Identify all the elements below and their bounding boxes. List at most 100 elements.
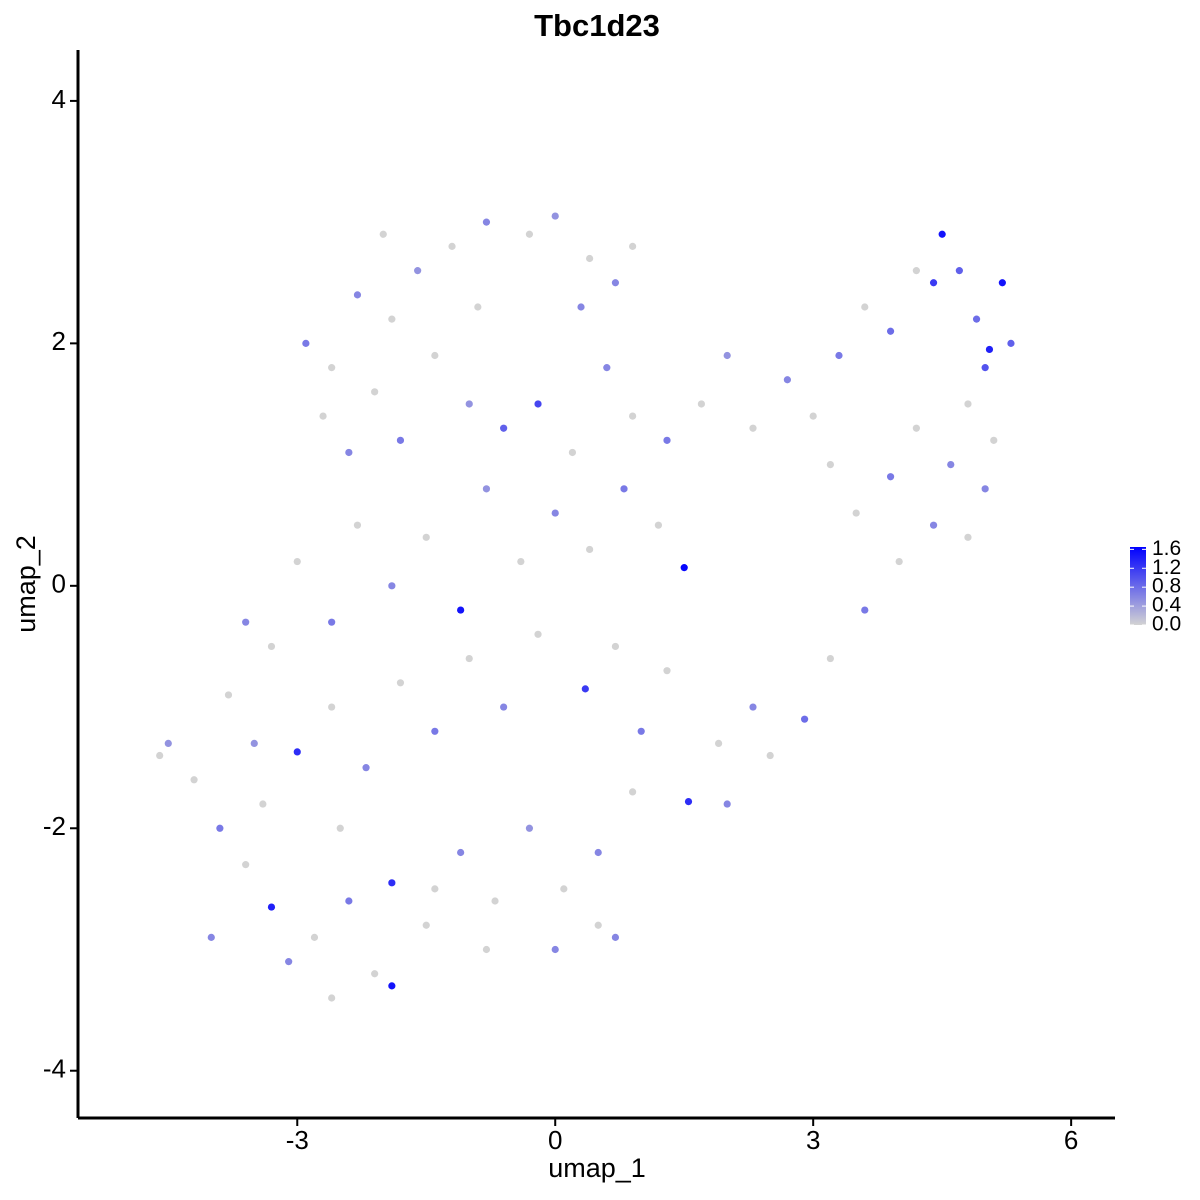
- colorbar: [1130, 547, 1146, 625]
- x-tick-label: 0: [548, 1125, 562, 1155]
- point: [267, 642, 276, 651]
- point: [723, 351, 731, 360]
- point: [663, 436, 671, 444]
- point: [534, 630, 542, 638]
- point: [457, 606, 465, 614]
- point: [981, 485, 989, 493]
- point: [431, 885, 439, 893]
- y-tick-label: -4: [43, 1054, 66, 1084]
- y-tick-label: 0: [52, 569, 66, 599]
- point: [560, 885, 568, 893]
- point: [809, 412, 817, 420]
- point: [912, 424, 920, 432]
- point: [964, 400, 972, 408]
- point: [328, 994, 336, 1002]
- point: [465, 654, 473, 663]
- point: [422, 921, 430, 929]
- point: [328, 364, 336, 372]
- point: [568, 448, 577, 457]
- chart-title: Tbc1d23: [534, 8, 660, 43]
- point: [826, 654, 834, 663]
- point: [242, 618, 250, 626]
- point: [525, 230, 534, 238]
- point: [422, 533, 430, 541]
- point: [482, 945, 491, 954]
- y-tick-label: -2: [43, 811, 66, 841]
- point: [224, 691, 233, 699]
- point: [448, 242, 456, 250]
- point: [680, 564, 688, 572]
- point: [620, 485, 628, 493]
- point: [534, 400, 542, 408]
- point: [629, 412, 637, 420]
- point: [663, 667, 671, 675]
- colorbar-label: 1.2: [1152, 556, 1181, 579]
- point: [835, 351, 843, 360]
- point: [491, 897, 499, 905]
- point: [749, 703, 757, 711]
- point: [611, 642, 620, 651]
- point: [715, 739, 723, 748]
- point: [1007, 339, 1015, 347]
- point: [190, 776, 198, 784]
- point: [371, 388, 379, 396]
- point: [259, 800, 267, 808]
- colorbar-label: 0.4: [1152, 594, 1182, 617]
- point: [985, 345, 994, 354]
- point: [637, 727, 645, 735]
- x-tick-label: -3: [286, 1125, 309, 1155]
- point: [861, 303, 869, 311]
- point: [629, 788, 637, 796]
- point: [431, 351, 439, 360]
- y-tick-label: 2: [52, 326, 66, 356]
- point: [164, 739, 172, 748]
- point: [981, 364, 989, 372]
- point: [362, 764, 370, 772]
- point: [156, 751, 164, 760]
- point: [517, 557, 525, 566]
- point: [310, 933, 319, 941]
- point: [886, 473, 895, 481]
- point: [749, 424, 757, 432]
- point: [964, 533, 972, 541]
- point: [500, 424, 508, 432]
- y-axis-label: umap_2: [11, 535, 41, 633]
- point: [379, 230, 387, 238]
- point: [684, 798, 693, 806]
- point: [216, 824, 224, 832]
- point: [654, 521, 663, 529]
- point: [929, 279, 938, 287]
- point: [388, 879, 396, 887]
- point: [457, 848, 465, 857]
- point: [895, 557, 903, 566]
- colorbar-label: 0.0: [1152, 613, 1181, 636]
- point: [482, 485, 491, 493]
- point: [886, 327, 895, 335]
- point: [328, 703, 336, 711]
- x-tick-label: 6: [1064, 1125, 1078, 1155]
- point: [852, 509, 860, 517]
- point: [293, 748, 301, 756]
- point: [586, 545, 594, 554]
- point: [697, 400, 706, 408]
- colorbar-label: 1.6: [1152, 537, 1181, 560]
- point: [474, 303, 482, 311]
- point: [465, 400, 473, 408]
- point: [551, 509, 559, 517]
- colorbar-label: 0.8: [1152, 575, 1181, 598]
- point: [594, 921, 602, 929]
- point: [629, 242, 637, 250]
- point: [998, 279, 1006, 287]
- point: [414, 267, 422, 275]
- point: [525, 824, 534, 832]
- point: [577, 303, 585, 311]
- point: [551, 212, 559, 220]
- point: [431, 727, 439, 735]
- point: [500, 703, 508, 711]
- point: [388, 582, 396, 590]
- point: [242, 861, 250, 869]
- x-tick-label: 3: [806, 1125, 820, 1155]
- point: [328, 618, 336, 626]
